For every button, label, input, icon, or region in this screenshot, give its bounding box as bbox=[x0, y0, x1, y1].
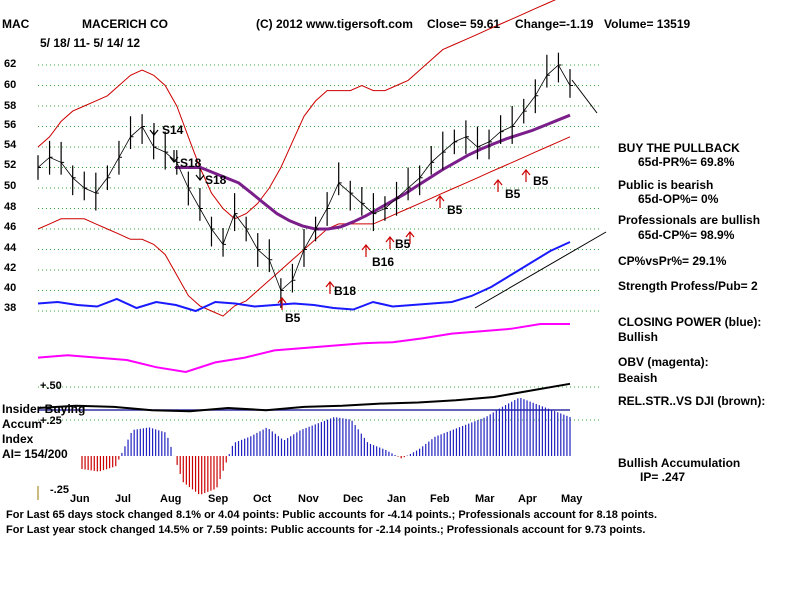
month-label: May bbox=[561, 493, 583, 505]
upper-band bbox=[37, 0, 557, 220]
sell-arrow-head bbox=[149, 129, 159, 136]
accum-label: Accum bbox=[2, 417, 43, 431]
sidebar-closing-power-value: Bullish bbox=[618, 330, 659, 344]
sidebar-ip: IP= .247 bbox=[640, 470, 686, 484]
trend-line bbox=[474, 231, 607, 309]
price-tick: 56 bbox=[4, 119, 17, 131]
month-label: Mar bbox=[475, 493, 495, 505]
signal-b18: B18 bbox=[334, 284, 357, 298]
sidebar-obv-value: Beaish bbox=[618, 371, 658, 385]
sidebar-closing-power: CLOSING POWER (blue): bbox=[618, 315, 762, 329]
sell-arrow-head bbox=[169, 156, 179, 163]
month-label: Aug bbox=[160, 493, 182, 505]
buy-arrow-head bbox=[405, 231, 415, 238]
closing-power bbox=[37, 241, 571, 313]
trend-line-top bbox=[571, 79, 598, 114]
price-tick: 42 bbox=[4, 262, 17, 274]
buy-arrow-head bbox=[361, 244, 371, 251]
buy-arrow-head bbox=[521, 169, 531, 176]
signal-b5: B5 bbox=[447, 203, 463, 217]
month-label: Apr bbox=[518, 493, 537, 505]
moving-average bbox=[175, 113, 571, 231]
signal-s18: S18 bbox=[180, 156, 202, 170]
month-label: Oct bbox=[253, 493, 272, 505]
company-name: MACERICH CO bbox=[82, 17, 168, 31]
source: (C) 2012 www.tigersoft.com bbox=[256, 17, 413, 31]
obv bbox=[37, 323, 570, 374]
price-tick: 46 bbox=[4, 221, 17, 233]
sidebar-obv: OBV (magenta): bbox=[618, 355, 709, 369]
ai-tick-mid: +.25 bbox=[40, 415, 62, 427]
sidebar-cp: 65d-CP%= 98.9% bbox=[638, 228, 735, 242]
date-range: 5/ 18/ 11- 5/ 14/ 12 bbox=[40, 36, 141, 50]
sidebar-headline: BUY THE PULLBACK bbox=[618, 141, 740, 155]
month-label: Jul bbox=[115, 493, 131, 505]
change-value: Change=-1.19 bbox=[515, 17, 594, 31]
ai-tick-top: +.50 bbox=[40, 380, 62, 392]
footer-line-2: For Last year stock changed 14.5% or 7.5… bbox=[6, 524, 646, 536]
signal-b16: B16 bbox=[372, 255, 395, 269]
sidebar-cpvspr: CP%vsPr%= 29.1% bbox=[618, 254, 727, 268]
sell-arrow-head bbox=[195, 174, 205, 181]
price-tick: 52 bbox=[4, 159, 17, 171]
relative-strength bbox=[37, 382, 571, 413]
price-tick: 44 bbox=[4, 242, 17, 254]
buy-arrow-head bbox=[277, 297, 287, 304]
month-label: Dec bbox=[343, 493, 364, 505]
index-label: Index bbox=[2, 432, 34, 446]
price-tick: 50 bbox=[4, 180, 17, 192]
ai-label: AI= 154/200 bbox=[2, 447, 68, 461]
month-label: Jan bbox=[387, 493, 406, 505]
sidebar-strength: Strength Profess/Pub= 2 bbox=[618, 279, 758, 293]
ticker: MAC bbox=[2, 17, 30, 31]
sidebar-public: Public is bearish bbox=[618, 178, 714, 192]
close-value: Close= 59.61 bbox=[427, 17, 501, 31]
buy-arrow-head bbox=[385, 236, 395, 243]
signal-b5: B5 bbox=[285, 311, 301, 325]
obv-line bbox=[37, 323, 570, 374]
footer-line-1: For Last 65 days stock changed 8.1% or 4… bbox=[6, 509, 657, 521]
ai-tick-bottom: -.25 bbox=[50, 484, 69, 496]
closing-power-line bbox=[37, 241, 571, 313]
gridlines bbox=[37, 64, 600, 500]
signal-b5: B5 bbox=[395, 237, 411, 251]
accumulation-histogram bbox=[81, 398, 571, 495]
signal-s18: S18 bbox=[205, 173, 227, 187]
insider-buying-label: Insider Buying bbox=[2, 402, 86, 416]
price-bars bbox=[37, 52, 573, 308]
buy-arrow-head bbox=[325, 281, 335, 288]
month-label: Jun bbox=[70, 493, 90, 505]
price-tick: 40 bbox=[4, 282, 17, 294]
month-label: Nov bbox=[298, 493, 319, 505]
price-tick: 58 bbox=[4, 100, 17, 112]
signal-b5: B5 bbox=[533, 174, 549, 188]
price-tick: 38 bbox=[4, 302, 17, 314]
buy-arrow-head bbox=[493, 179, 503, 186]
month-label: Sep bbox=[208, 493, 229, 505]
price-tick: 60 bbox=[4, 79, 17, 91]
sidebar-professionals: Professionals are bullish bbox=[618, 213, 761, 227]
signal-b5: B5 bbox=[505, 187, 521, 201]
price-tick: 62 bbox=[4, 58, 17, 70]
sidebar-accumulation: Bullish Accumulation bbox=[618, 456, 741, 470]
signal-s14: S14 bbox=[162, 123, 184, 137]
sidebar-op: 65d-OP%= 0% bbox=[638, 192, 719, 206]
buy-arrow-head bbox=[435, 195, 445, 202]
signal-arrows bbox=[149, 79, 607, 310]
price-tick: 54 bbox=[4, 139, 17, 151]
volume-value: Volume= 13519 bbox=[604, 17, 691, 31]
sidebar-pr: 65d-PR%= 69.8% bbox=[638, 155, 735, 169]
sidebar-relstr: REL.STR..VS DJI (brown): bbox=[618, 394, 766, 408]
price-line bbox=[37, 64, 571, 292]
relative-strength-line bbox=[37, 382, 571, 413]
price-tick: 48 bbox=[4, 201, 17, 213]
month-label: Feb bbox=[430, 493, 450, 505]
